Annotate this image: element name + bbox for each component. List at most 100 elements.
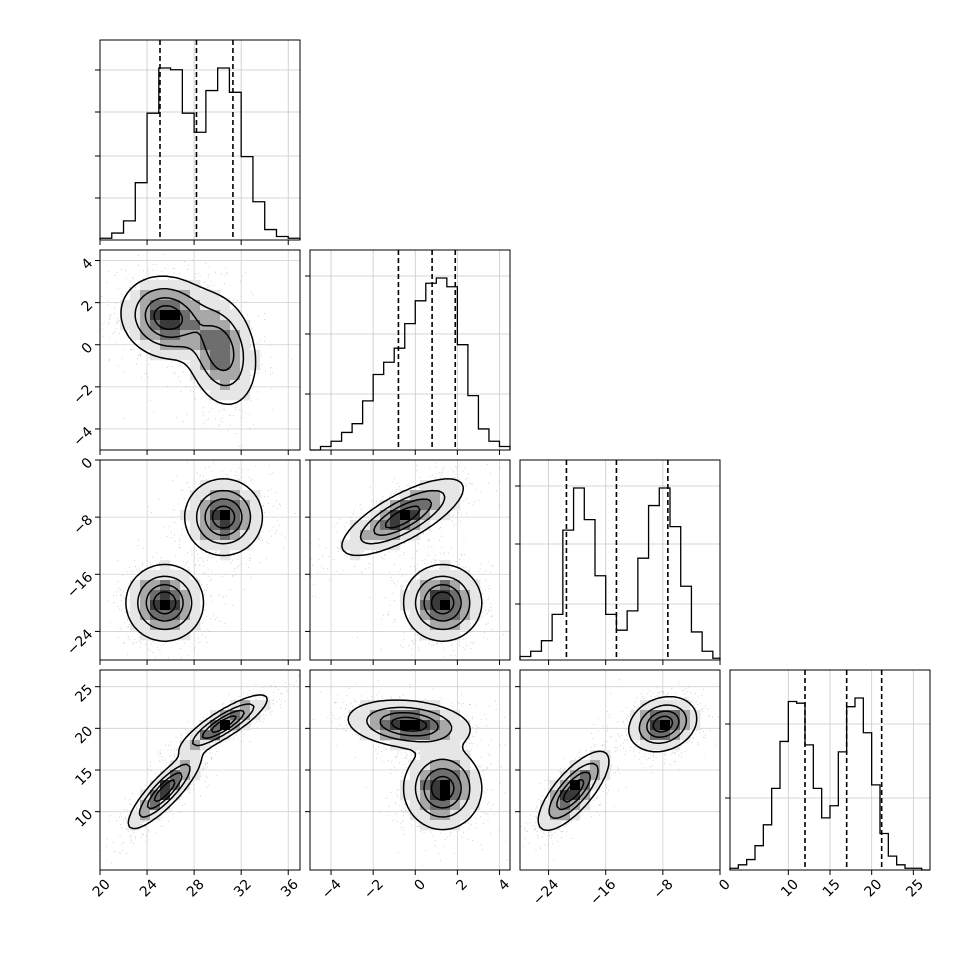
density-cell: [440, 820, 451, 831]
y-tick-label: −4: [70, 424, 96, 450]
density-cell: [210, 340, 221, 351]
density-cell: [450, 760, 461, 771]
density-cell: [130, 600, 141, 611]
density-cell: [400, 790, 411, 801]
panel-frame: [99, 459, 301, 661]
density-cell: [180, 340, 191, 351]
density-cell: [220, 720, 231, 731]
x-tick-label: −4: [319, 876, 345, 902]
density-cell: [190, 580, 201, 591]
density-cell: [440, 620, 451, 631]
density-cell: [460, 580, 471, 591]
contour-line-1: [359, 489, 471, 631]
density-cell: [190, 340, 201, 351]
contour-line-3: [390, 716, 455, 801]
density-cell: [140, 810, 151, 821]
density-cell: [460, 600, 471, 611]
density-cell: [390, 510, 401, 521]
density-cell: [460, 570, 471, 581]
density-cell: [130, 320, 141, 331]
density-cell: [190, 350, 201, 361]
density-cell: [640, 720, 651, 731]
density-cell: [210, 480, 221, 491]
density-cell: [410, 590, 421, 601]
density-cell: [170, 770, 181, 781]
density-cell: [420, 770, 431, 781]
density-cell: [140, 340, 151, 351]
density-cell: [460, 730, 471, 741]
density-cell: [380, 710, 391, 721]
contour-line-2: [145, 498, 243, 622]
density-cell: [410, 710, 421, 721]
density-cell: [170, 620, 181, 631]
density-cell: [250, 530, 261, 541]
density-cell: [180, 740, 191, 751]
density-cell: [420, 780, 431, 791]
density-cell: [190, 370, 201, 381]
density-cell: [540, 800, 551, 811]
density-cell: [130, 620, 141, 631]
density-cell: [160, 600, 171, 611]
contour-line-2: [379, 711, 462, 809]
density-cell: [440, 790, 451, 801]
density-cell: [160, 770, 171, 781]
density-cell: [600, 760, 611, 771]
density-cell: [450, 730, 461, 741]
density-cell: [180, 590, 191, 601]
density-cell: [160, 590, 171, 601]
density-cell: [160, 610, 171, 621]
density-cell: [660, 740, 671, 751]
density-cell: [200, 730, 211, 741]
density-cell: [150, 300, 161, 311]
contour-line-3: [153, 304, 184, 331]
density-cell: [570, 790, 581, 801]
density-cell: [450, 790, 461, 801]
density-cell: [190, 750, 201, 761]
density-cell: [200, 300, 211, 311]
density-cell: [170, 630, 181, 641]
density-cell: [460, 590, 471, 601]
density-cell: [390, 710, 401, 721]
density-cell: [650, 700, 661, 711]
density-cell: [190, 290, 201, 301]
density-cell: [220, 300, 231, 311]
density-cell: [410, 770, 421, 781]
density-cell: [190, 510, 201, 521]
density-cell: [180, 600, 191, 611]
density-cell: [210, 330, 221, 341]
density-cell: [380, 720, 391, 731]
x-tick-label: −24: [530, 876, 562, 908]
density-cell: [430, 820, 441, 831]
density-cell: [460, 780, 471, 791]
scatter-panel-0-2: [95, 459, 301, 665]
scatter-points: [310, 462, 505, 658]
density-cell: [430, 730, 441, 741]
density-cell: [230, 520, 241, 531]
density-cell: [140, 790, 151, 801]
density-cell: [170, 300, 181, 311]
density-cell: [450, 480, 461, 491]
density-cell: [580, 780, 591, 791]
density-cell: [120, 320, 131, 331]
density-cell: [440, 780, 451, 791]
y-tick-label: −16: [64, 569, 96, 601]
density-cell: [230, 320, 241, 331]
x-tick-label: 25: [903, 876, 927, 900]
density-cell: [570, 800, 581, 811]
x-tick-label: 0: [716, 876, 734, 894]
density-cell: [220, 360, 231, 371]
density-cell: [350, 520, 361, 531]
density-cell: [450, 490, 461, 501]
density-cell: [180, 610, 191, 621]
density-cell: [370, 540, 381, 551]
density-cell: [370, 530, 381, 541]
density-cell: [450, 590, 461, 601]
density-cell: [200, 330, 211, 341]
density-cell: [240, 370, 251, 381]
density-cell: [550, 820, 561, 831]
y-tick-label: 15: [72, 765, 96, 789]
density-cell: [360, 720, 371, 731]
density-cell: [470, 590, 481, 601]
density-cell: [420, 700, 431, 711]
density-cell: [170, 590, 181, 601]
